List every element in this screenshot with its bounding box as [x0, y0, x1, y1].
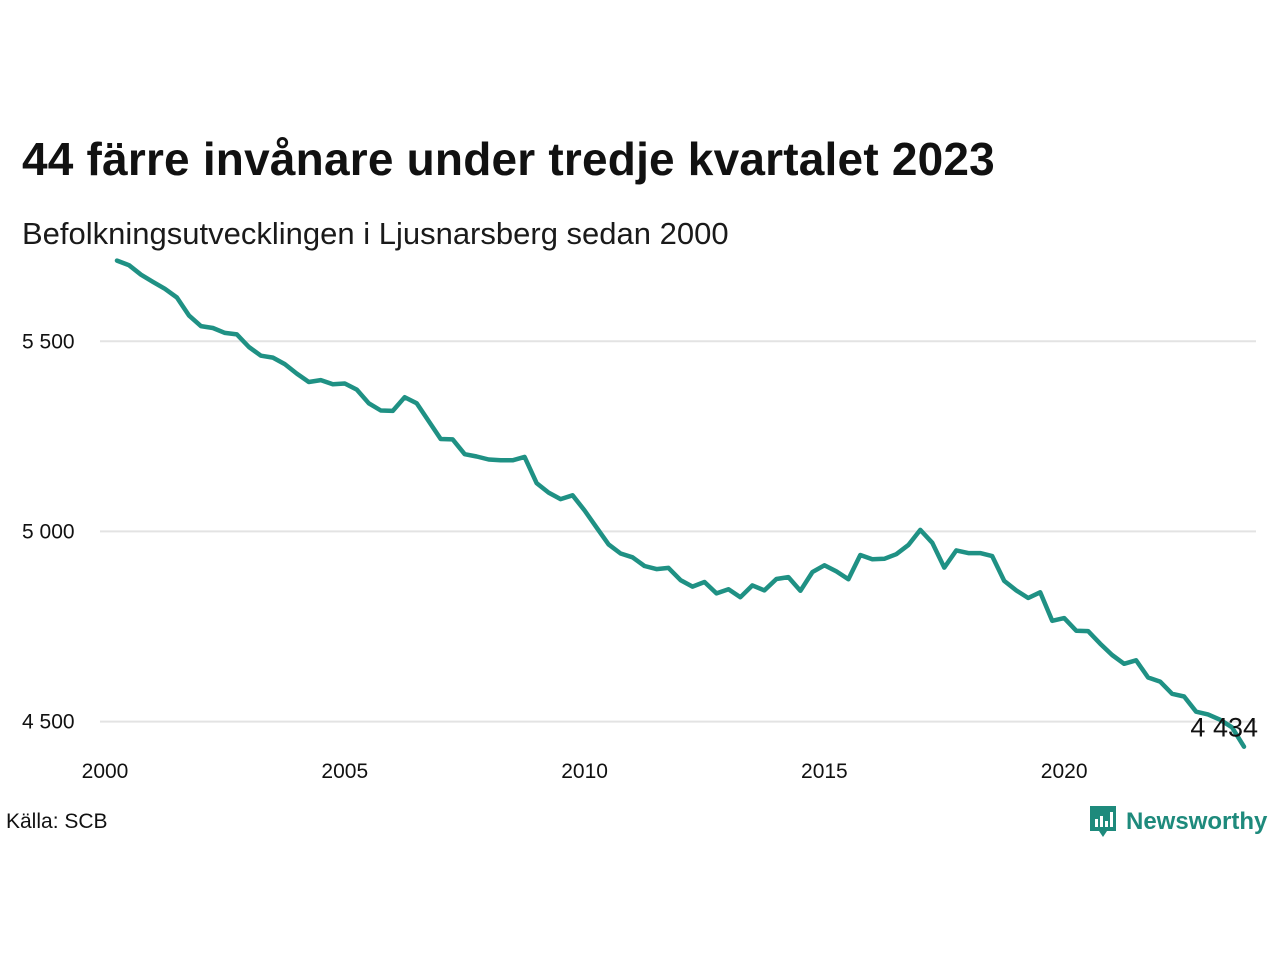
y-tick-label: 5 000: [22, 520, 75, 543]
chart-title: 44 färre invånare under tredje kvartalet…: [22, 133, 995, 185]
grid-lines: [100, 340, 1256, 723]
chart-subtitle: Befolkningsutvecklingen i Ljusnarsberg s…: [22, 216, 729, 251]
population-line: [114, 258, 1247, 749]
y-axis-labels: 4 500 5 000 5 500: [22, 330, 75, 733]
x-tick-label: 2020: [1041, 760, 1088, 783]
series-lines: [114, 258, 1247, 749]
data-labels: 4 434: [1190, 713, 1258, 743]
newsworthy-logo[interactable]: Newsworthy: [1088, 803, 1267, 841]
x-axis-labels: 2000 2005 2010 2015 2020: [82, 760, 1088, 783]
x-tick-label: 2000: [82, 760, 129, 783]
end-value-label: 4 434: [1190, 713, 1258, 743]
y-tick-label: 4 500: [22, 711, 75, 734]
source-note: Källa: SCB: [6, 810, 108, 833]
x-tick-label: 2010: [561, 760, 608, 783]
y-tick-label: 5 500: [22, 330, 75, 353]
x-tick-label: 2015: [801, 760, 848, 783]
newsworthy-chart-icon: [1090, 806, 1116, 837]
logo-text: Newsworthy: [1126, 808, 1268, 835]
x-tick-label: 2005: [321, 760, 368, 783]
